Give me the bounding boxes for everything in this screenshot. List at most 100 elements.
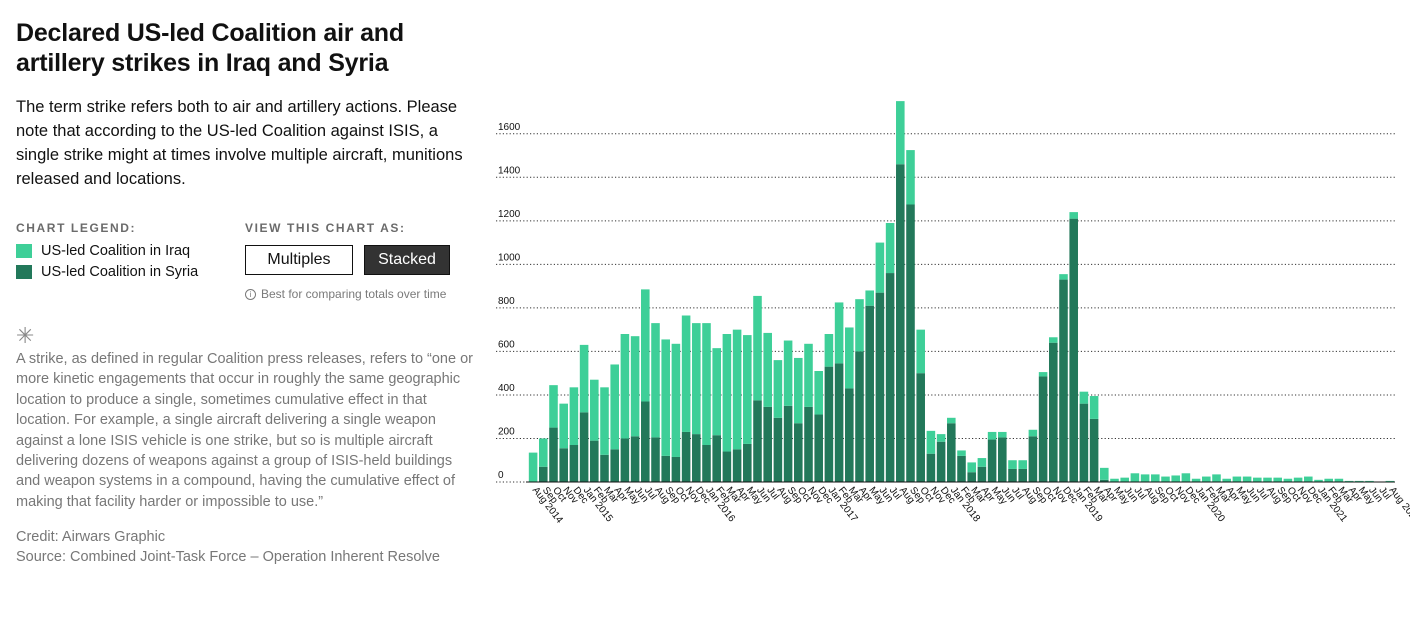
bar-iraq <box>702 323 711 445</box>
bar-iraq <box>947 417 956 424</box>
bar-iraq <box>773 360 783 418</box>
bar-iraq <box>671 343 681 457</box>
bar-iraq <box>1242 476 1252 482</box>
bar-syria <box>916 373 925 482</box>
bar-iraq <box>1110 478 1119 482</box>
view-hint: i Best for comparing totals over time <box>245 287 446 301</box>
bar-iraq <box>1181 473 1191 482</box>
bar-syria <box>610 449 619 482</box>
bar-iraq <box>579 344 589 413</box>
bar-iraq <box>681 315 691 432</box>
bar-iraq <box>845 327 854 389</box>
bar-syria <box>579 412 589 482</box>
y-tick-label: 400 <box>498 383 515 394</box>
bar-syria <box>977 466 987 482</box>
bar-iraq <box>722 334 732 452</box>
bar-iraq <box>967 462 976 473</box>
bar-syria <box>1089 418 1099 482</box>
bar-syria <box>967 472 976 482</box>
bar-iraq <box>1028 429 1038 437</box>
bar-iraq <box>651 323 660 438</box>
bar-syria <box>998 437 1007 482</box>
bar-syria <box>1100 479 1109 482</box>
bar-syria <box>1079 403 1089 482</box>
legend-item-syria: US-led Coalition in Syria <box>16 264 198 280</box>
bar-syria <box>1018 468 1027 482</box>
bar-syria <box>936 441 946 482</box>
bar-syria <box>681 431 691 482</box>
bar-iraq <box>804 343 813 407</box>
bar-syria <box>783 405 793 482</box>
bar-syria <box>661 455 670 482</box>
bar-iraq <box>630 336 640 437</box>
legend-label: CHART LEGEND: <box>16 221 137 235</box>
bar-syria <box>702 445 711 482</box>
bar-iraq <box>763 332 772 407</box>
bar-iraq <box>977 458 987 467</box>
bar-iraq <box>1263 477 1272 482</box>
bar-iraq <box>1202 476 1211 482</box>
controls: CHART LEGEND: US-led Coalition in Iraq U… <box>16 221 476 321</box>
bar-syria <box>855 351 864 482</box>
bar-iraq <box>1385 480 1395 482</box>
view-label: VIEW THIS CHART AS: <box>245 221 406 235</box>
bar-syria <box>743 443 752 482</box>
legend-label-iraq: US-led Coalition in Iraq <box>41 243 191 259</box>
multiples-button[interactable]: Multiples <box>245 245 353 275</box>
bar-syria <box>794 423 803 482</box>
bar-iraq <box>1253 477 1262 482</box>
bar-syria <box>722 451 732 482</box>
bar-syria <box>875 292 885 482</box>
bar-syria <box>692 434 701 482</box>
bar-iraq <box>610 364 619 450</box>
stacked-button[interactable]: Stacked <box>364 245 450 275</box>
bar-iraq <box>600 387 609 455</box>
source-line: Source: Combined Joint-Task Force – Oper… <box>16 549 440 566</box>
legend-item-iraq: US-led Coalition in Iraq <box>16 243 190 259</box>
y-tick-label: 200 <box>498 426 515 437</box>
credits: Credit: Airwars Graphic Source: Combined… <box>16 527 476 567</box>
bar-iraq <box>1038 372 1048 377</box>
bar-iraq <box>1120 477 1129 482</box>
bar-iraq <box>1008 460 1017 469</box>
bar-iraq <box>885 223 895 274</box>
bar-iraq <box>732 329 742 450</box>
y-tick-label: 0 <box>498 470 504 481</box>
view-hint-text: Best for comparing totals over time <box>261 287 447 301</box>
bar-syria <box>824 366 834 482</box>
legend-label-syria: US-led Coalition in Syria <box>41 264 199 280</box>
bar-iraq <box>834 302 844 364</box>
footnote-text: A strike, as defined in regular Coalitio… <box>16 351 473 510</box>
bar-iraq <box>1018 460 1027 469</box>
bar-iraq <box>1355 480 1364 482</box>
bar-iraq <box>743 335 752 444</box>
bar-iraq <box>1293 477 1303 482</box>
bar-iraq <box>559 403 568 449</box>
bar-syria <box>804 406 813 482</box>
bar-iraq <box>824 334 834 367</box>
bar-iraq <box>692 323 701 435</box>
bar-syria <box>865 305 874 482</box>
bar-syria <box>549 427 558 482</box>
bar-syria <box>590 440 599 482</box>
bar-iraq <box>916 329 925 374</box>
bar-iraq <box>620 334 630 439</box>
bar-iraq <box>855 299 864 352</box>
bar-syria <box>1059 279 1068 482</box>
bar-syria <box>539 466 548 482</box>
bar-iraq <box>712 348 721 436</box>
bar-syria <box>1028 436 1038 482</box>
bar-iraq <box>1314 479 1323 482</box>
bar-iraq <box>865 290 874 306</box>
bar-syria <box>753 400 762 482</box>
bar-iraq <box>1222 478 1231 482</box>
bar-syria <box>600 454 609 482</box>
bar-syria <box>947 423 956 482</box>
bar-syria <box>763 406 772 482</box>
bar-iraq <box>1100 467 1109 480</box>
bar-iraq <box>1191 478 1201 482</box>
bar-iraq <box>957 450 966 456</box>
bar-iraq <box>814 371 823 415</box>
bar-iraq <box>1232 476 1242 482</box>
